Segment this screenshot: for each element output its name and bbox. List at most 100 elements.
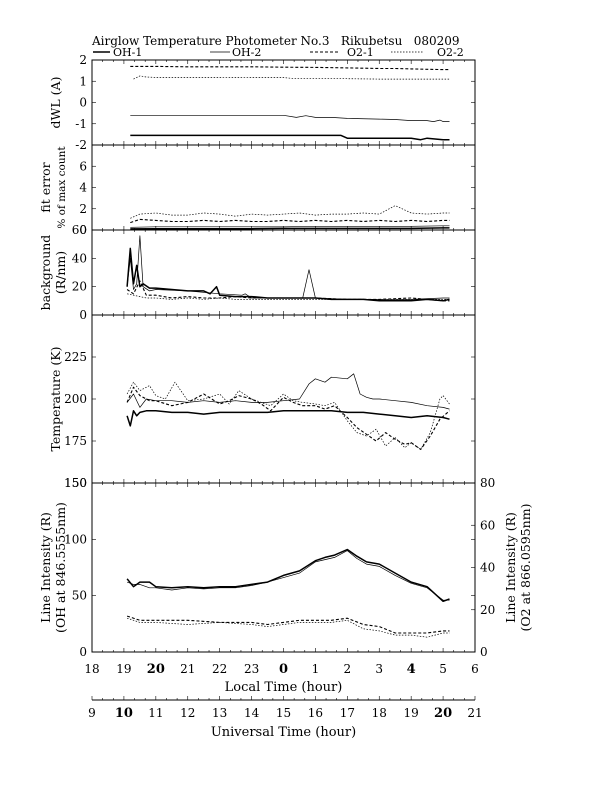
- y-right-axis-label: (O2 at 866.0595nm): [518, 504, 533, 632]
- y-axis-label-dwl: dWL (A): [48, 77, 63, 129]
- series-line-dwl-oh-2: [130, 114, 450, 122]
- series-line-background-o2-1: [126, 280, 450, 302]
- series-line-temperature-oh-2: [126, 373, 450, 410]
- y-right-axis-label: Line Intensity (R): [503, 512, 518, 623]
- y-tick-label: 225: [64, 350, 87, 364]
- y-tick-label: 1: [79, 74, 87, 88]
- series-line-temperature-o2-2: [126, 381, 450, 450]
- y-tick-label: 150: [64, 476, 87, 490]
- y-tick-label: 0: [79, 223, 87, 237]
- universal-time-tick-label: 17: [340, 706, 355, 720]
- y-tick-label: 60: [72, 223, 87, 237]
- y-tick-label: -2: [75, 138, 87, 152]
- y-axis-label-temperature: Temperature (K): [48, 347, 63, 452]
- panel-frame-background: [91, 229, 476, 316]
- legend-label-oh-1: OH-1: [113, 46, 142, 59]
- local-time-tick-label: 19: [116, 662, 131, 676]
- local-time-tick-label: 6: [471, 662, 479, 676]
- y-tick-label: 20: [72, 280, 87, 294]
- y-axis-label-background: (R/nm): [53, 251, 68, 294]
- y-axis-label-fit_error: fit error: [38, 162, 53, 212]
- local-time-tick-label: 18: [84, 662, 99, 676]
- local-time-tick-label: 0: [279, 662, 288, 677]
- series-line-fit_error-o2-2: [130, 205, 450, 219]
- local-time-tick-label: 1: [312, 662, 320, 676]
- y-tick-label: 175: [64, 434, 87, 448]
- universal-time-tick-label: 12: [180, 706, 195, 720]
- universal-time-tick-label: 21: [467, 706, 482, 720]
- local-time-tick-label: 3: [375, 662, 383, 676]
- local-time-tick-label: 20: [147, 662, 165, 677]
- local-time-tick-label: 5: [439, 662, 447, 676]
- legend-label-o2-2: O2-2: [437, 46, 464, 59]
- local-time-axis-label: Local Time (hour): [225, 680, 343, 695]
- universal-time-tick-label: 14: [244, 706, 260, 720]
- y-right-tick-label: 40: [480, 561, 495, 575]
- y-tick-label: 0: [79, 96, 87, 110]
- y-axis-label-intensity: (OH at 846.5555nm): [53, 502, 68, 633]
- panel-frame-intensity: [91, 482, 476, 653]
- local-time-tick-label: 2: [344, 662, 352, 676]
- universal-time-tick-label: 9: [88, 706, 96, 720]
- y-tick-label: 40: [72, 251, 87, 265]
- plot-area: -2 -1 0 1 2 dWL (A) 0 2 4 6 fit error% of max coun…: [38, 53, 533, 659]
- legend: OH-1 OH-2 O2-1 O2-2: [93, 46, 464, 59]
- universal-time-tick-label: 18: [372, 706, 387, 720]
- y-axis-label-background: background: [38, 235, 53, 311]
- y-tick-label: 4: [79, 181, 87, 195]
- series-line-dwl-o2-2: [133, 75, 450, 80]
- local-time-tick-label: 22: [212, 662, 227, 676]
- series-line-dwl-oh-1: [130, 134, 450, 141]
- y-right-tick-label: 20: [480, 603, 495, 617]
- panel-frame-dwl: [91, 59, 476, 146]
- local-time-tick-label: 21: [180, 662, 195, 676]
- panel-background: 0 20 40 60 background (R/nm): [38, 223, 476, 322]
- y-tick-label: 2: [79, 202, 87, 216]
- universal-time-tick-label: 10: [115, 706, 133, 721]
- universal-time-tick-label: 20: [434, 706, 452, 721]
- series-line-intensity-o2-1: [126, 615, 450, 634]
- panel-frame-temperature: [91, 314, 476, 484]
- series-line-temperature-oh-1: [126, 410, 450, 427]
- universal-time-tick-label: 16: [308, 706, 323, 720]
- series-line-fit_error-o2-1: [130, 218, 450, 224]
- series-line-background-oh-1: [126, 247, 450, 302]
- y-right-tick-label: 0: [480, 645, 488, 659]
- y-tick-label: 0: [79, 645, 87, 659]
- legend-label-oh-2: OH-2: [232, 46, 261, 59]
- legend-label-o2-1: O2-1: [347, 46, 374, 59]
- y-tick-label: 50: [72, 589, 87, 603]
- y-tick-label: -1: [75, 117, 87, 131]
- universal-time-tick-label: 19: [404, 706, 419, 720]
- y-right-tick-label: 60: [480, 518, 495, 532]
- series-line-temperature-o2-1: [126, 386, 450, 450]
- panel-fit_error: 0 2 4 6 fit error% of max count: [38, 144, 476, 237]
- universal-time-axis-label: Universal Time (hour): [211, 725, 356, 740]
- series-line-background-o2-2: [127, 293, 450, 300]
- series-line-fit_error-oh-1: [130, 227, 450, 230]
- universal-time-tick-label: 15: [276, 706, 291, 720]
- local-time-tick-label: 23: [244, 662, 259, 676]
- series-line-fit_error-oh-2: [130, 225, 450, 228]
- series-line-dwl-o2-1: [130, 65, 450, 71]
- y-tick-label: 0: [79, 308, 87, 322]
- series-line-intensity-oh-1: [126, 548, 450, 603]
- panel-dwl: -2 -1 0 1 2 dWL (A): [48, 53, 476, 152]
- y-tick-label: 100: [64, 532, 87, 546]
- universal-time-tick-label: 13: [212, 706, 227, 720]
- y-tick-label: 6: [79, 159, 87, 173]
- y-axis-label-intensity: Line Intensity (R): [38, 512, 53, 623]
- chart-title: Airglow Temperature Photometer No.3 Riku…: [91, 34, 460, 48]
- series-line-intensity-o2-2: [126, 617, 450, 638]
- y-axis-label-fit_error: % of max count: [56, 146, 68, 229]
- panel-frame-fit_error: [91, 144, 476, 231]
- y-right-tick-label: 80: [480, 476, 495, 490]
- y-tick-label: 200: [64, 392, 87, 406]
- series-line-intensity-oh-2: [126, 550, 450, 601]
- y-tick-label: 150: [64, 476, 87, 490]
- local-time-tick-label: 4: [407, 662, 416, 677]
